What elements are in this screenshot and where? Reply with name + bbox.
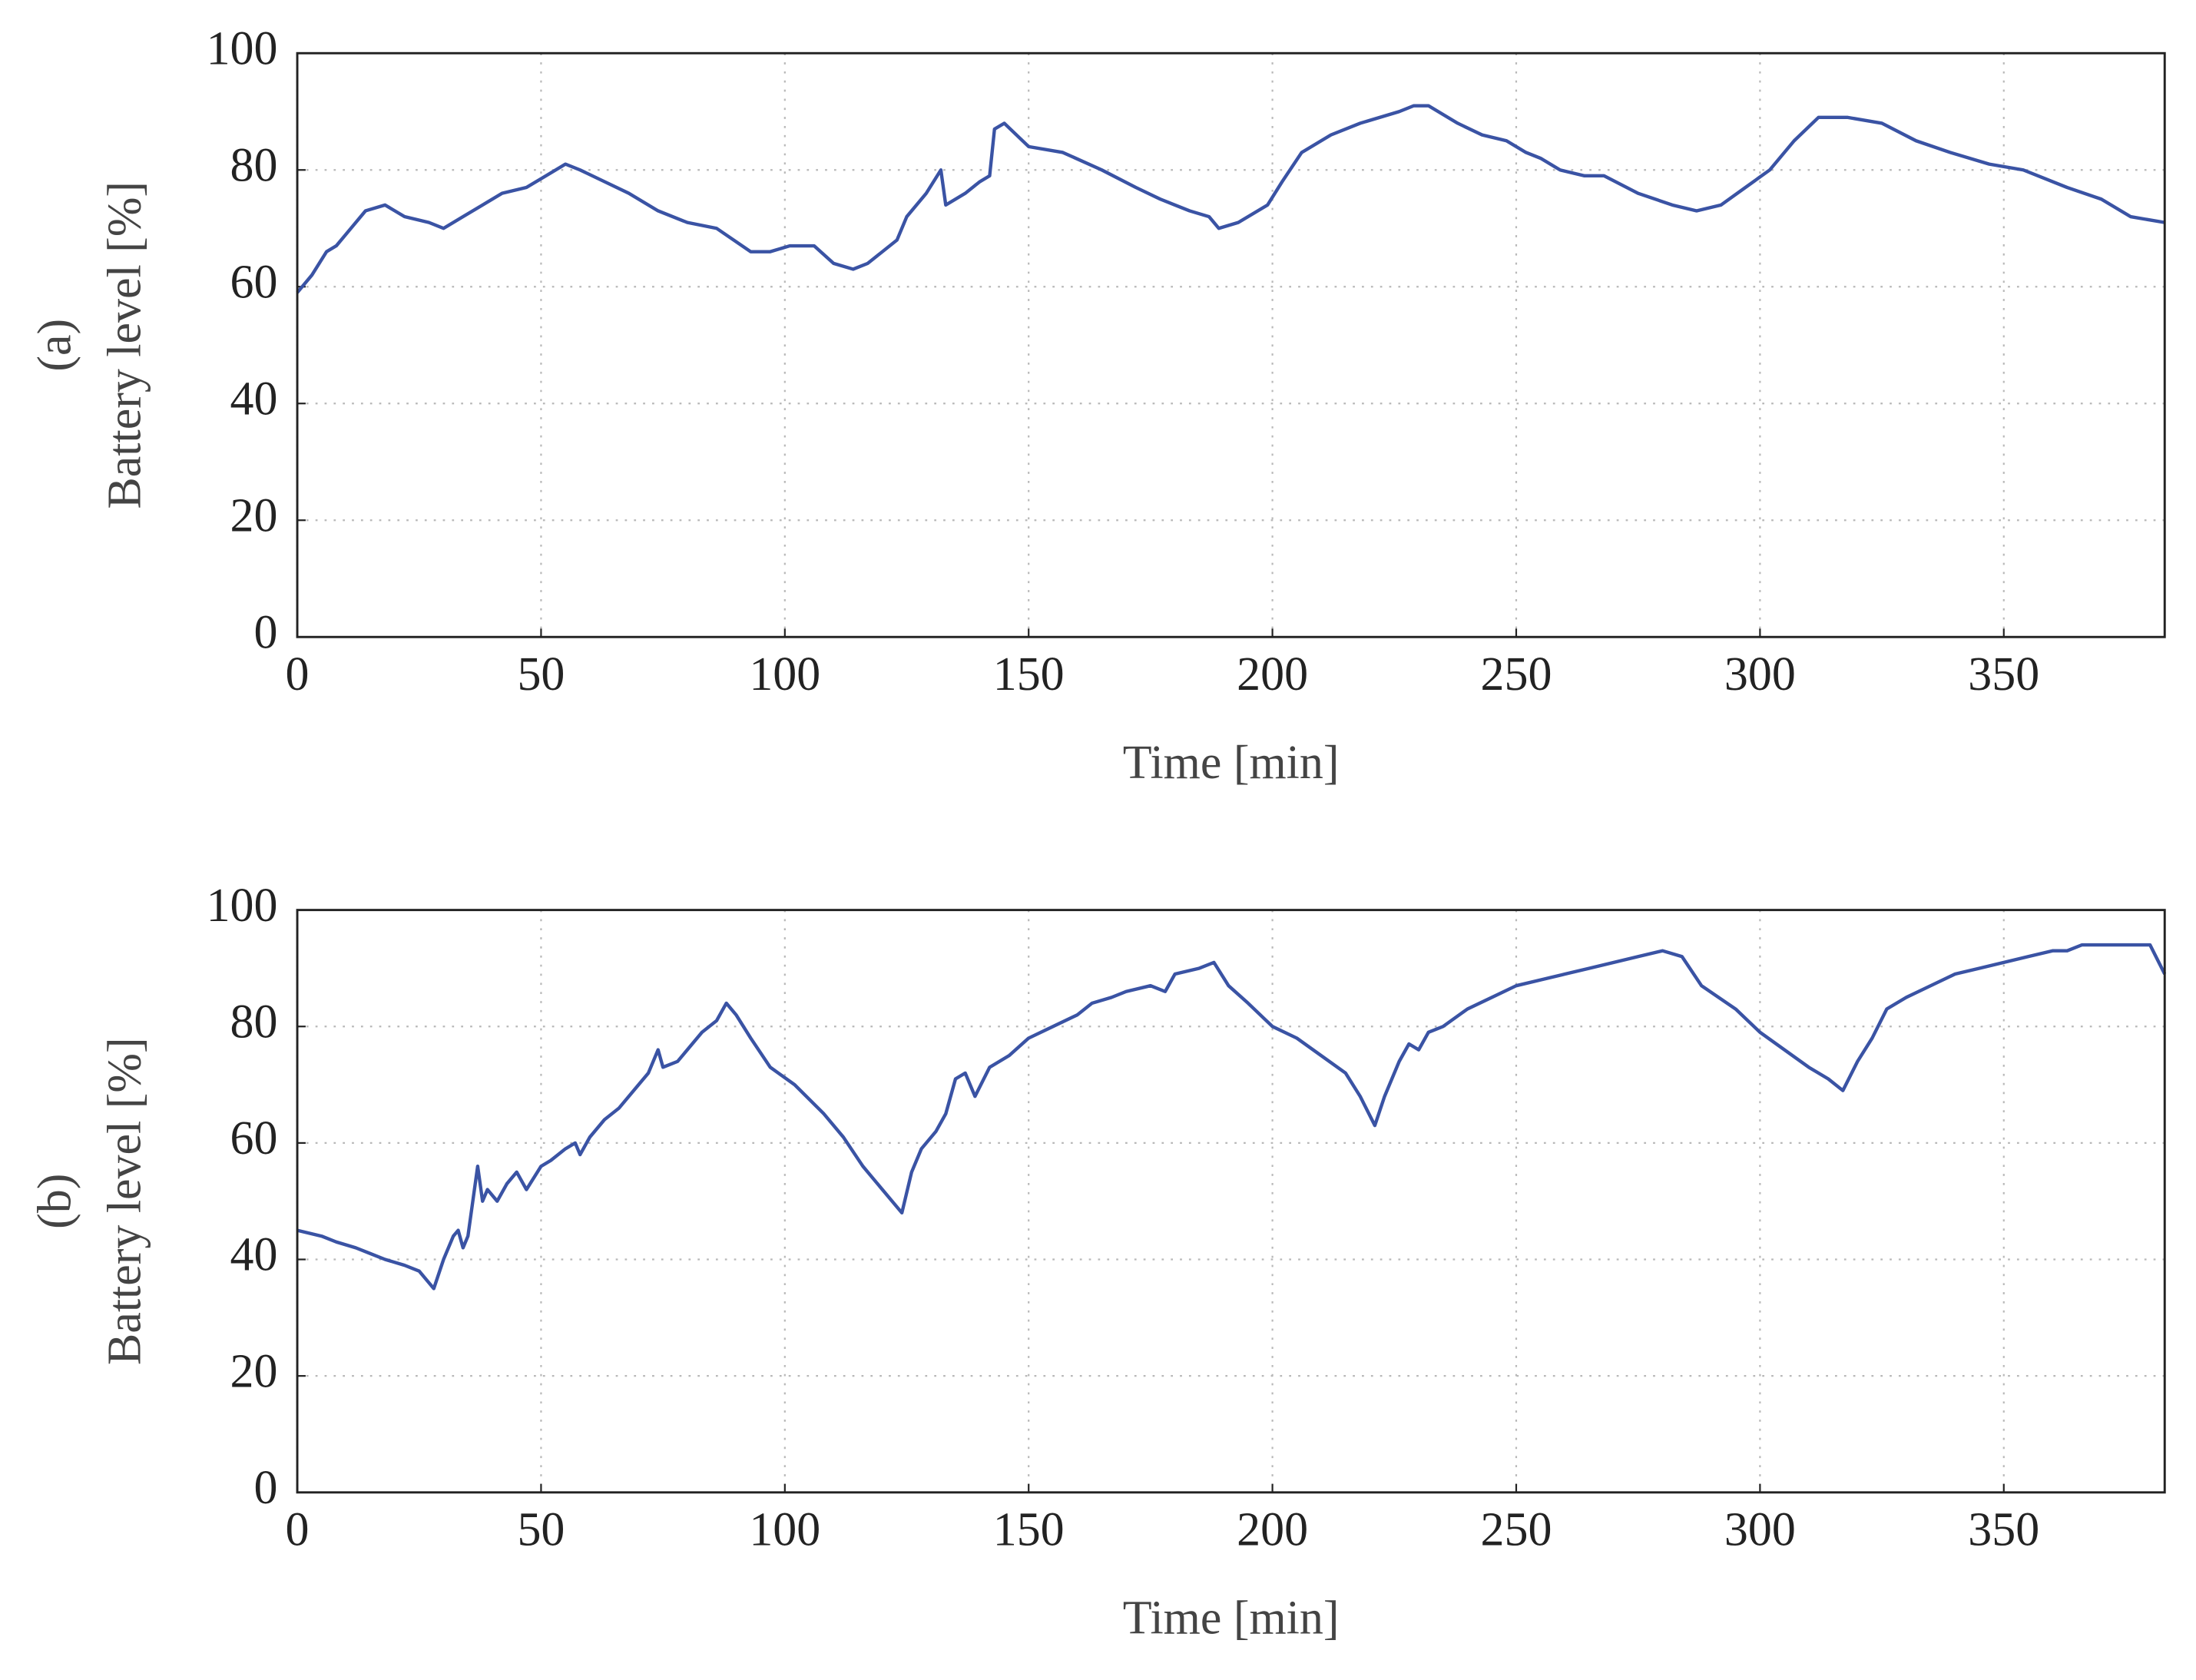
x-axis-label: Time [min] [1123, 1592, 1340, 1644]
x-tick-label: 300 [1724, 648, 1796, 701]
data-line [296, 104, 2165, 294]
y-tick-label: 100 [207, 880, 278, 932]
y-axis-label: Battery level [%] [99, 1037, 151, 1365]
plot-frame [296, 51, 2166, 638]
y-axis-label: Battery level [%] [99, 181, 151, 509]
x-axis-label: Time [min] [1123, 737, 1340, 789]
y-tick-label: 0 [254, 606, 278, 658]
y-tick-label: 20 [230, 1345, 278, 1397]
x-tick-label: 350 [1968, 648, 2039, 701]
y-tick-label: 0 [254, 1462, 278, 1514]
x-tick-label: 0 [286, 1504, 310, 1556]
x-tick-label: 100 [749, 1504, 820, 1556]
y-tick-label: 100 [207, 22, 278, 75]
plot-frame [296, 909, 2166, 1494]
y-tick-label: 80 [230, 996, 278, 1048]
y-tick-label: 40 [230, 373, 278, 425]
y-tick-label: 80 [230, 139, 278, 191]
x-tick-label: 350 [1968, 1504, 2039, 1556]
x-tick-label: 50 [517, 1504, 565, 1556]
x-tick-label: 50 [517, 648, 565, 701]
x-tick-label: 0 [286, 648, 310, 701]
panel-label: (b) [28, 1174, 81, 1229]
y-tick-label: 60 [230, 256, 278, 308]
x-tick-label: 100 [749, 648, 820, 701]
x-tick-label: 250 [1481, 648, 1552, 701]
data-line [296, 943, 2167, 1291]
y-tick-label: 40 [230, 1229, 278, 1281]
x-tick-label: 200 [1237, 1504, 1308, 1556]
x-tick-label: 200 [1237, 648, 1308, 701]
y-tick-label: 60 [230, 1112, 278, 1165]
x-tick-label: 250 [1481, 1504, 1552, 1556]
x-tick-label: 150 [993, 1504, 1065, 1556]
panel-label: (a) [28, 319, 81, 372]
x-tick-label: 300 [1724, 1504, 1796, 1556]
y-tick-label: 20 [230, 489, 278, 542]
x-tick-label: 150 [993, 648, 1065, 701]
